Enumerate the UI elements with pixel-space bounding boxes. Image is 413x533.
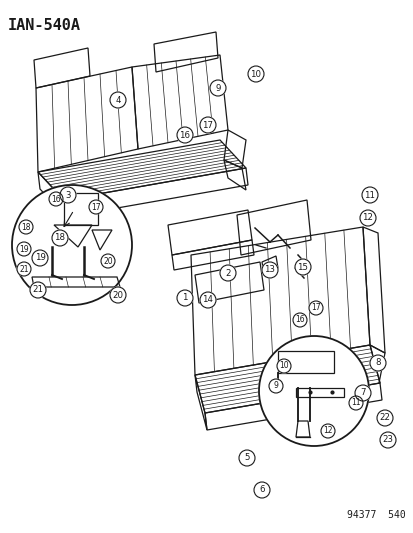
Text: 6: 6	[259, 486, 264, 495]
Text: 9: 9	[215, 84, 220, 93]
Text: 1: 1	[182, 294, 188, 303]
Text: 21: 21	[33, 286, 43, 295]
Circle shape	[19, 220, 33, 234]
Circle shape	[348, 396, 362, 410]
Text: 10: 10	[278, 361, 288, 370]
Text: 19: 19	[34, 254, 45, 262]
Circle shape	[17, 242, 31, 256]
Text: 17: 17	[91, 203, 101, 212]
Circle shape	[17, 262, 31, 276]
Circle shape	[379, 432, 395, 448]
Text: 10: 10	[250, 69, 261, 78]
Circle shape	[354, 385, 370, 401]
Circle shape	[238, 450, 254, 466]
Circle shape	[12, 185, 132, 305]
Circle shape	[101, 254, 115, 268]
Text: 17: 17	[311, 303, 320, 312]
Circle shape	[89, 200, 103, 214]
Text: 23: 23	[382, 435, 392, 445]
Text: 3: 3	[65, 190, 71, 199]
Text: 15: 15	[297, 262, 308, 271]
Text: 2: 2	[225, 269, 230, 278]
Circle shape	[199, 292, 216, 308]
Circle shape	[359, 210, 375, 226]
Circle shape	[60, 187, 76, 203]
Circle shape	[199, 117, 216, 133]
Text: 22: 22	[379, 414, 389, 423]
Text: 21: 21	[19, 264, 28, 273]
Circle shape	[376, 410, 392, 426]
Text: 94377  540: 94377 540	[347, 510, 405, 520]
Text: 20: 20	[103, 256, 112, 265]
Circle shape	[320, 424, 334, 438]
Circle shape	[292, 313, 306, 327]
Text: IAN-540A: IAN-540A	[8, 18, 81, 33]
Text: 19: 19	[19, 245, 29, 254]
Circle shape	[369, 355, 385, 371]
Circle shape	[254, 482, 269, 498]
Circle shape	[261, 262, 277, 278]
Circle shape	[209, 80, 225, 96]
Text: 9: 9	[273, 382, 278, 391]
Circle shape	[110, 287, 126, 303]
Text: 14: 14	[202, 295, 213, 304]
Text: 20: 20	[112, 290, 123, 300]
Text: 11: 11	[363, 190, 375, 199]
Circle shape	[247, 66, 263, 82]
Text: 7: 7	[359, 389, 365, 398]
Text: 12: 12	[362, 214, 373, 222]
Text: 17: 17	[202, 120, 213, 130]
Circle shape	[49, 192, 63, 206]
Circle shape	[276, 359, 290, 373]
Circle shape	[110, 92, 126, 108]
Circle shape	[259, 336, 368, 446]
Text: 16: 16	[179, 131, 190, 140]
Circle shape	[177, 127, 192, 143]
Text: 16: 16	[51, 195, 61, 204]
Text: 18: 18	[55, 233, 65, 243]
Circle shape	[32, 250, 48, 266]
Circle shape	[308, 301, 322, 315]
Text: 13: 13	[264, 265, 275, 274]
Text: 5: 5	[244, 454, 249, 463]
Circle shape	[294, 259, 310, 275]
Text: 8: 8	[374, 359, 380, 367]
Circle shape	[361, 187, 377, 203]
Text: 18: 18	[21, 222, 31, 231]
Text: 4: 4	[115, 95, 121, 104]
Circle shape	[30, 282, 46, 298]
Text: 16: 16	[294, 316, 304, 325]
Circle shape	[52, 230, 68, 246]
Circle shape	[268, 379, 282, 393]
Circle shape	[177, 290, 192, 306]
Text: 11: 11	[350, 399, 360, 408]
Text: 12: 12	[323, 426, 332, 435]
Circle shape	[219, 265, 235, 281]
